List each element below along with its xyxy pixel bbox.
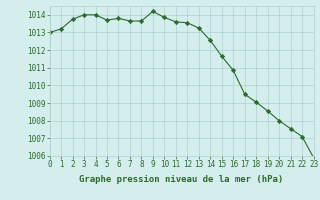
X-axis label: Graphe pression niveau de la mer (hPa): Graphe pression niveau de la mer (hPa) xyxy=(79,175,284,184)
